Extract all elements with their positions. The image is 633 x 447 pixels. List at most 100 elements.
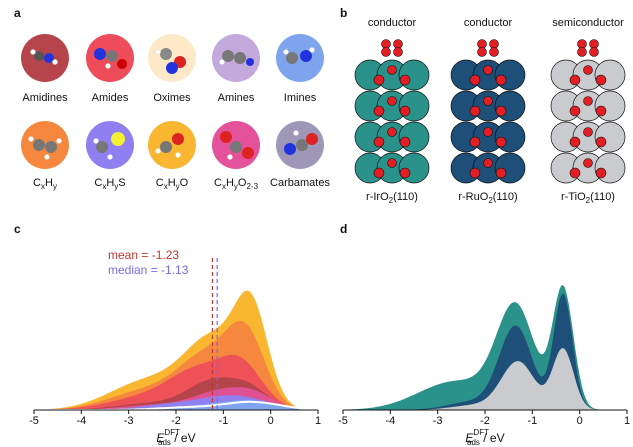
oxygen-atom xyxy=(595,74,607,86)
x-tick-label: -3 xyxy=(432,415,443,427)
oxygen-atom xyxy=(569,167,581,179)
x-tick-label: -4 xyxy=(76,415,87,427)
atom xyxy=(30,49,36,55)
x-tick-label: -5 xyxy=(338,415,348,427)
oxygen-atom xyxy=(583,127,593,137)
molecule-label-oximes: Oximes xyxy=(153,92,191,104)
panel-letter-c: c xyxy=(14,222,21,236)
molecule-icon xyxy=(94,48,127,69)
x-tick-label: -3 xyxy=(123,415,134,427)
atom xyxy=(44,154,50,160)
atom xyxy=(246,58,254,66)
oxygen-atom xyxy=(483,158,493,168)
molecule-circle-cxhyo xyxy=(148,121,196,169)
x-tick-label: -1 xyxy=(218,415,229,427)
oxygen-atom xyxy=(399,74,411,86)
atom xyxy=(222,50,234,62)
atom xyxy=(286,52,298,64)
panel-letter-b: b xyxy=(340,6,348,20)
atom xyxy=(44,53,54,63)
atom xyxy=(172,133,184,145)
oxygen-atom xyxy=(495,105,507,117)
molecule-icon xyxy=(220,131,254,160)
density-area-1 xyxy=(343,293,627,410)
oxygen-atom xyxy=(583,65,593,75)
atom xyxy=(175,152,181,158)
atom xyxy=(160,48,172,60)
x-tick-label: -1 xyxy=(527,415,538,427)
oxygen-atom xyxy=(483,96,493,106)
oxygen-atom xyxy=(483,65,493,75)
molecule-label-amidines: Amidines xyxy=(22,92,68,104)
atom xyxy=(160,141,172,153)
oxygen-atom xyxy=(469,136,481,148)
oxygen-atom xyxy=(373,167,385,179)
surface-tio2 xyxy=(550,39,626,184)
surface-type-ruo2: conductor xyxy=(463,17,513,29)
x-tick-label: 1 xyxy=(314,415,322,427)
x-tick-label: -5 xyxy=(29,415,39,427)
atom xyxy=(28,136,34,142)
oxygen-atom xyxy=(495,167,507,179)
molecule-circle-carbamates xyxy=(276,121,324,169)
molecule-circle-cxhy xyxy=(21,121,69,169)
mean-label: mean = -1.23 xyxy=(108,248,180,262)
x-tick-label: 0 xyxy=(576,415,583,427)
atom xyxy=(52,59,58,65)
oxygen-atom xyxy=(595,136,607,148)
x-tick-label: -2 xyxy=(171,415,181,427)
molecule-label-cxhy: CxHy xyxy=(33,177,57,192)
oxygen-atom xyxy=(589,47,599,57)
oxygen-atom xyxy=(569,105,581,117)
atom xyxy=(306,133,318,145)
x-tick-label: 0 xyxy=(267,415,274,427)
oxygen-atom xyxy=(373,136,385,148)
x-axis-label: EDFTads / eV xyxy=(465,428,505,447)
surface-ruo2 xyxy=(450,39,526,184)
atom xyxy=(106,50,118,62)
oxygen-atom xyxy=(469,167,481,179)
atom xyxy=(56,138,62,144)
density-area-2 xyxy=(343,348,627,410)
oxygen-atom xyxy=(393,47,403,57)
atom xyxy=(33,139,45,151)
x-tick-label: -4 xyxy=(385,415,396,427)
oxygen-atom xyxy=(387,127,397,137)
median-label: median = -1.13 xyxy=(108,263,189,277)
molecule-label-cxhyo2: CxHyO2-3 xyxy=(213,177,259,192)
molecule-circle-amidines xyxy=(21,34,69,82)
atom xyxy=(93,138,99,144)
molecule-circle-cxhys xyxy=(86,121,134,169)
molecule-circle-oximes xyxy=(148,34,196,82)
oxygen-atom xyxy=(569,136,581,148)
molecule-circle-amines xyxy=(212,34,260,82)
atom xyxy=(34,51,44,61)
x-tick-label: -2 xyxy=(480,415,490,427)
atom xyxy=(300,50,312,62)
surface-name-tio2: r-TiO2(110) xyxy=(561,191,615,206)
atom xyxy=(309,47,315,53)
atom xyxy=(284,143,296,155)
oxygen-atom xyxy=(483,127,493,137)
oxygen-atom xyxy=(387,158,397,168)
oxygen-atom xyxy=(595,167,607,179)
molecule-circle-amides xyxy=(86,34,134,82)
molecule-icon xyxy=(155,48,186,74)
atom xyxy=(242,147,254,159)
atom xyxy=(94,48,106,60)
panel-letter-a: a xyxy=(14,6,21,20)
x-tick-label: 1 xyxy=(623,415,631,427)
surface-iro2 xyxy=(354,39,430,184)
atom xyxy=(45,141,57,153)
oxygen-atom xyxy=(477,47,487,57)
oxygen-atom xyxy=(469,105,481,117)
oxygen-atom xyxy=(583,96,593,106)
molecule-icon xyxy=(219,50,254,66)
molecule-icon xyxy=(28,136,62,160)
atom xyxy=(219,59,225,65)
atom xyxy=(107,154,113,160)
atom xyxy=(166,62,178,74)
oxygen-atom xyxy=(489,47,499,57)
molecule-icon xyxy=(284,130,318,155)
